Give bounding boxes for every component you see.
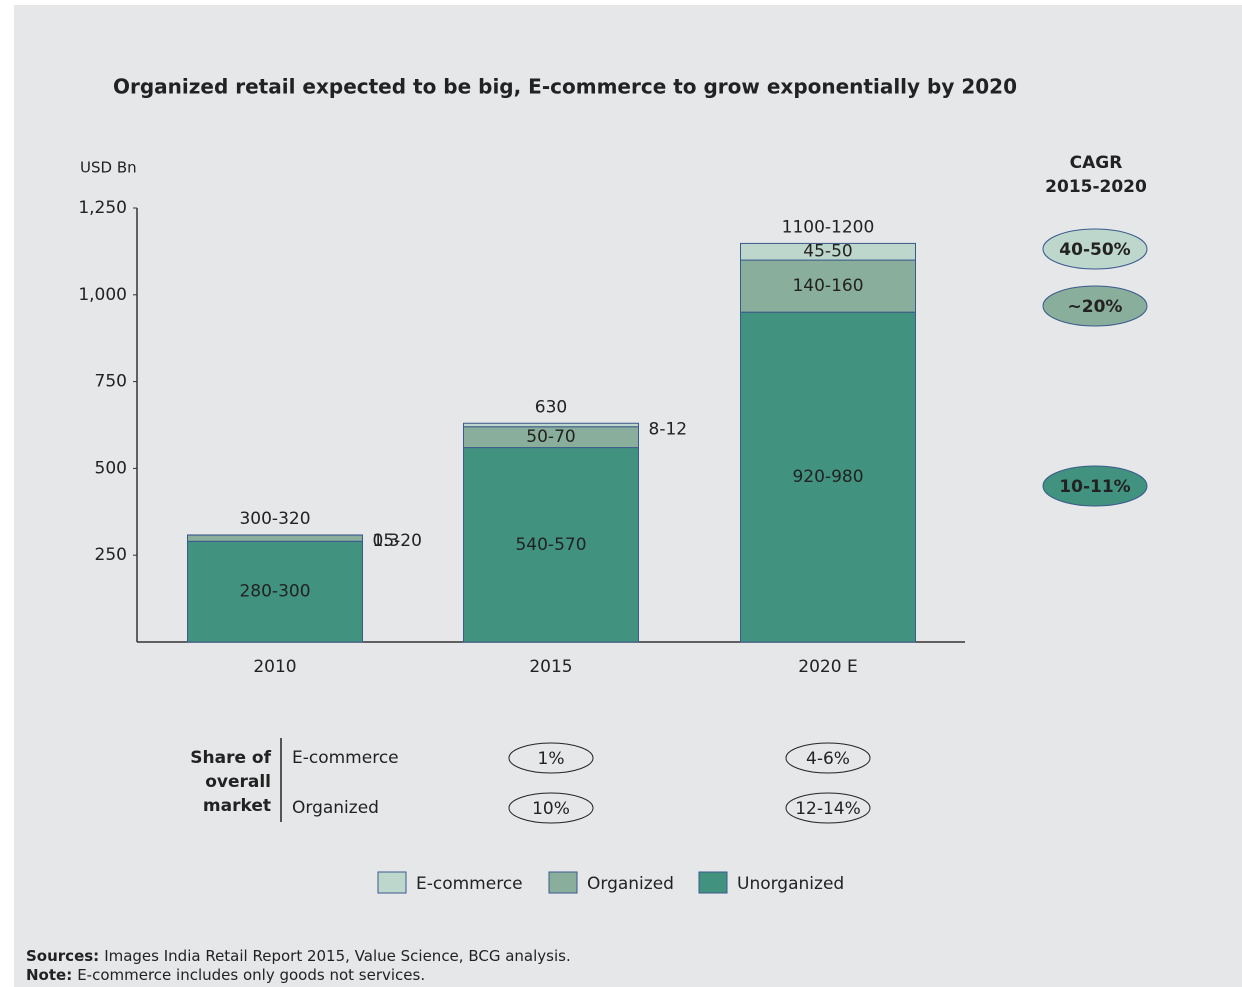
- data-label: 50-70: [526, 427, 575, 447]
- y-tick-label: 750: [95, 372, 127, 392]
- share-row-label: Organized: [292, 798, 379, 818]
- share-title: market: [203, 796, 271, 816]
- share-oval: [508, 742, 594, 774]
- data-label: 140-160: [792, 276, 863, 296]
- cagr-title: CAGR: [1070, 153, 1123, 173]
- share-oval: [508, 792, 594, 824]
- total-label: 300-320: [239, 509, 310, 529]
- total-label: 1100-1200: [782, 217, 875, 237]
- total-label: 630: [535, 397, 567, 417]
- share-oval: [785, 792, 871, 824]
- cagr-bubble: [1042, 465, 1148, 507]
- y-axis-label: USD Bn: [80, 159, 137, 177]
- bar-segment: [187, 540, 363, 643]
- cagr-value: 10-11%: [1059, 477, 1130, 497]
- share-title: overall: [205, 772, 271, 792]
- bar-segment: [187, 534, 363, 542]
- bar-segment: [463, 447, 639, 643]
- bar-segment: [740, 311, 916, 643]
- cagr-value: ~20%: [1068, 297, 1123, 317]
- data-label: 15-20: [373, 531, 422, 551]
- cagr-value: 40-50%: [1059, 240, 1130, 260]
- legend-swatch: [377, 871, 407, 894]
- data-label: 0.3: [373, 531, 400, 551]
- y-tick-label: 500: [95, 458, 127, 478]
- y-tick-label: 1,250: [78, 198, 127, 218]
- data-label: 540-570: [515, 535, 586, 555]
- data-label: 920-980: [792, 467, 863, 487]
- share-value: 1%: [538, 749, 565, 769]
- footnote-text: Images India Retail Report 2015, Value S…: [104, 947, 571, 965]
- legend-label: E-commerce: [416, 874, 523, 894]
- bar-segment: [463, 422, 639, 428]
- footnote: Note: E-commerce includes only goods not …: [26, 966, 425, 984]
- share-value: 12-14%: [795, 799, 861, 819]
- share-value: 10%: [532, 799, 570, 819]
- share-title: Share of: [190, 748, 271, 768]
- data-label: 280-300: [239, 582, 310, 602]
- footnote-label: Note:: [26, 966, 72, 984]
- x-tick-label: 2010: [253, 657, 296, 677]
- footnote-text: E-commerce includes only goods not servi…: [77, 966, 425, 984]
- cagr-bubble: [1042, 285, 1148, 327]
- data-label: 45-50: [803, 242, 852, 262]
- legend-swatch: [548, 871, 578, 894]
- x-tick-label: 2015: [529, 657, 572, 677]
- share-value: 4-6%: [806, 749, 850, 769]
- cagr-title: 2015-2020: [1045, 177, 1147, 197]
- bar-segment: [740, 259, 916, 313]
- bar-segment: [740, 242, 916, 261]
- footnote-label: Sources:: [26, 947, 99, 965]
- footnote: Sources: Images India Retail Report 2015,…: [26, 947, 571, 965]
- data-label: 8-12: [649, 419, 688, 439]
- cagr-bubble: [1042, 228, 1148, 270]
- legend-label: Unorganized: [737, 874, 844, 894]
- chart-title: Organized retail expected to be big, E-c…: [113, 75, 1017, 99]
- y-tick-label: 1,000: [78, 285, 127, 305]
- share-row-label: E-commerce: [292, 748, 399, 768]
- share-oval: [785, 742, 871, 774]
- legend-swatch: [698, 871, 728, 894]
- y-tick-label: 250: [95, 545, 127, 565]
- legend-label: Organized: [587, 874, 674, 894]
- x-tick-label: 2020 E: [798, 657, 857, 677]
